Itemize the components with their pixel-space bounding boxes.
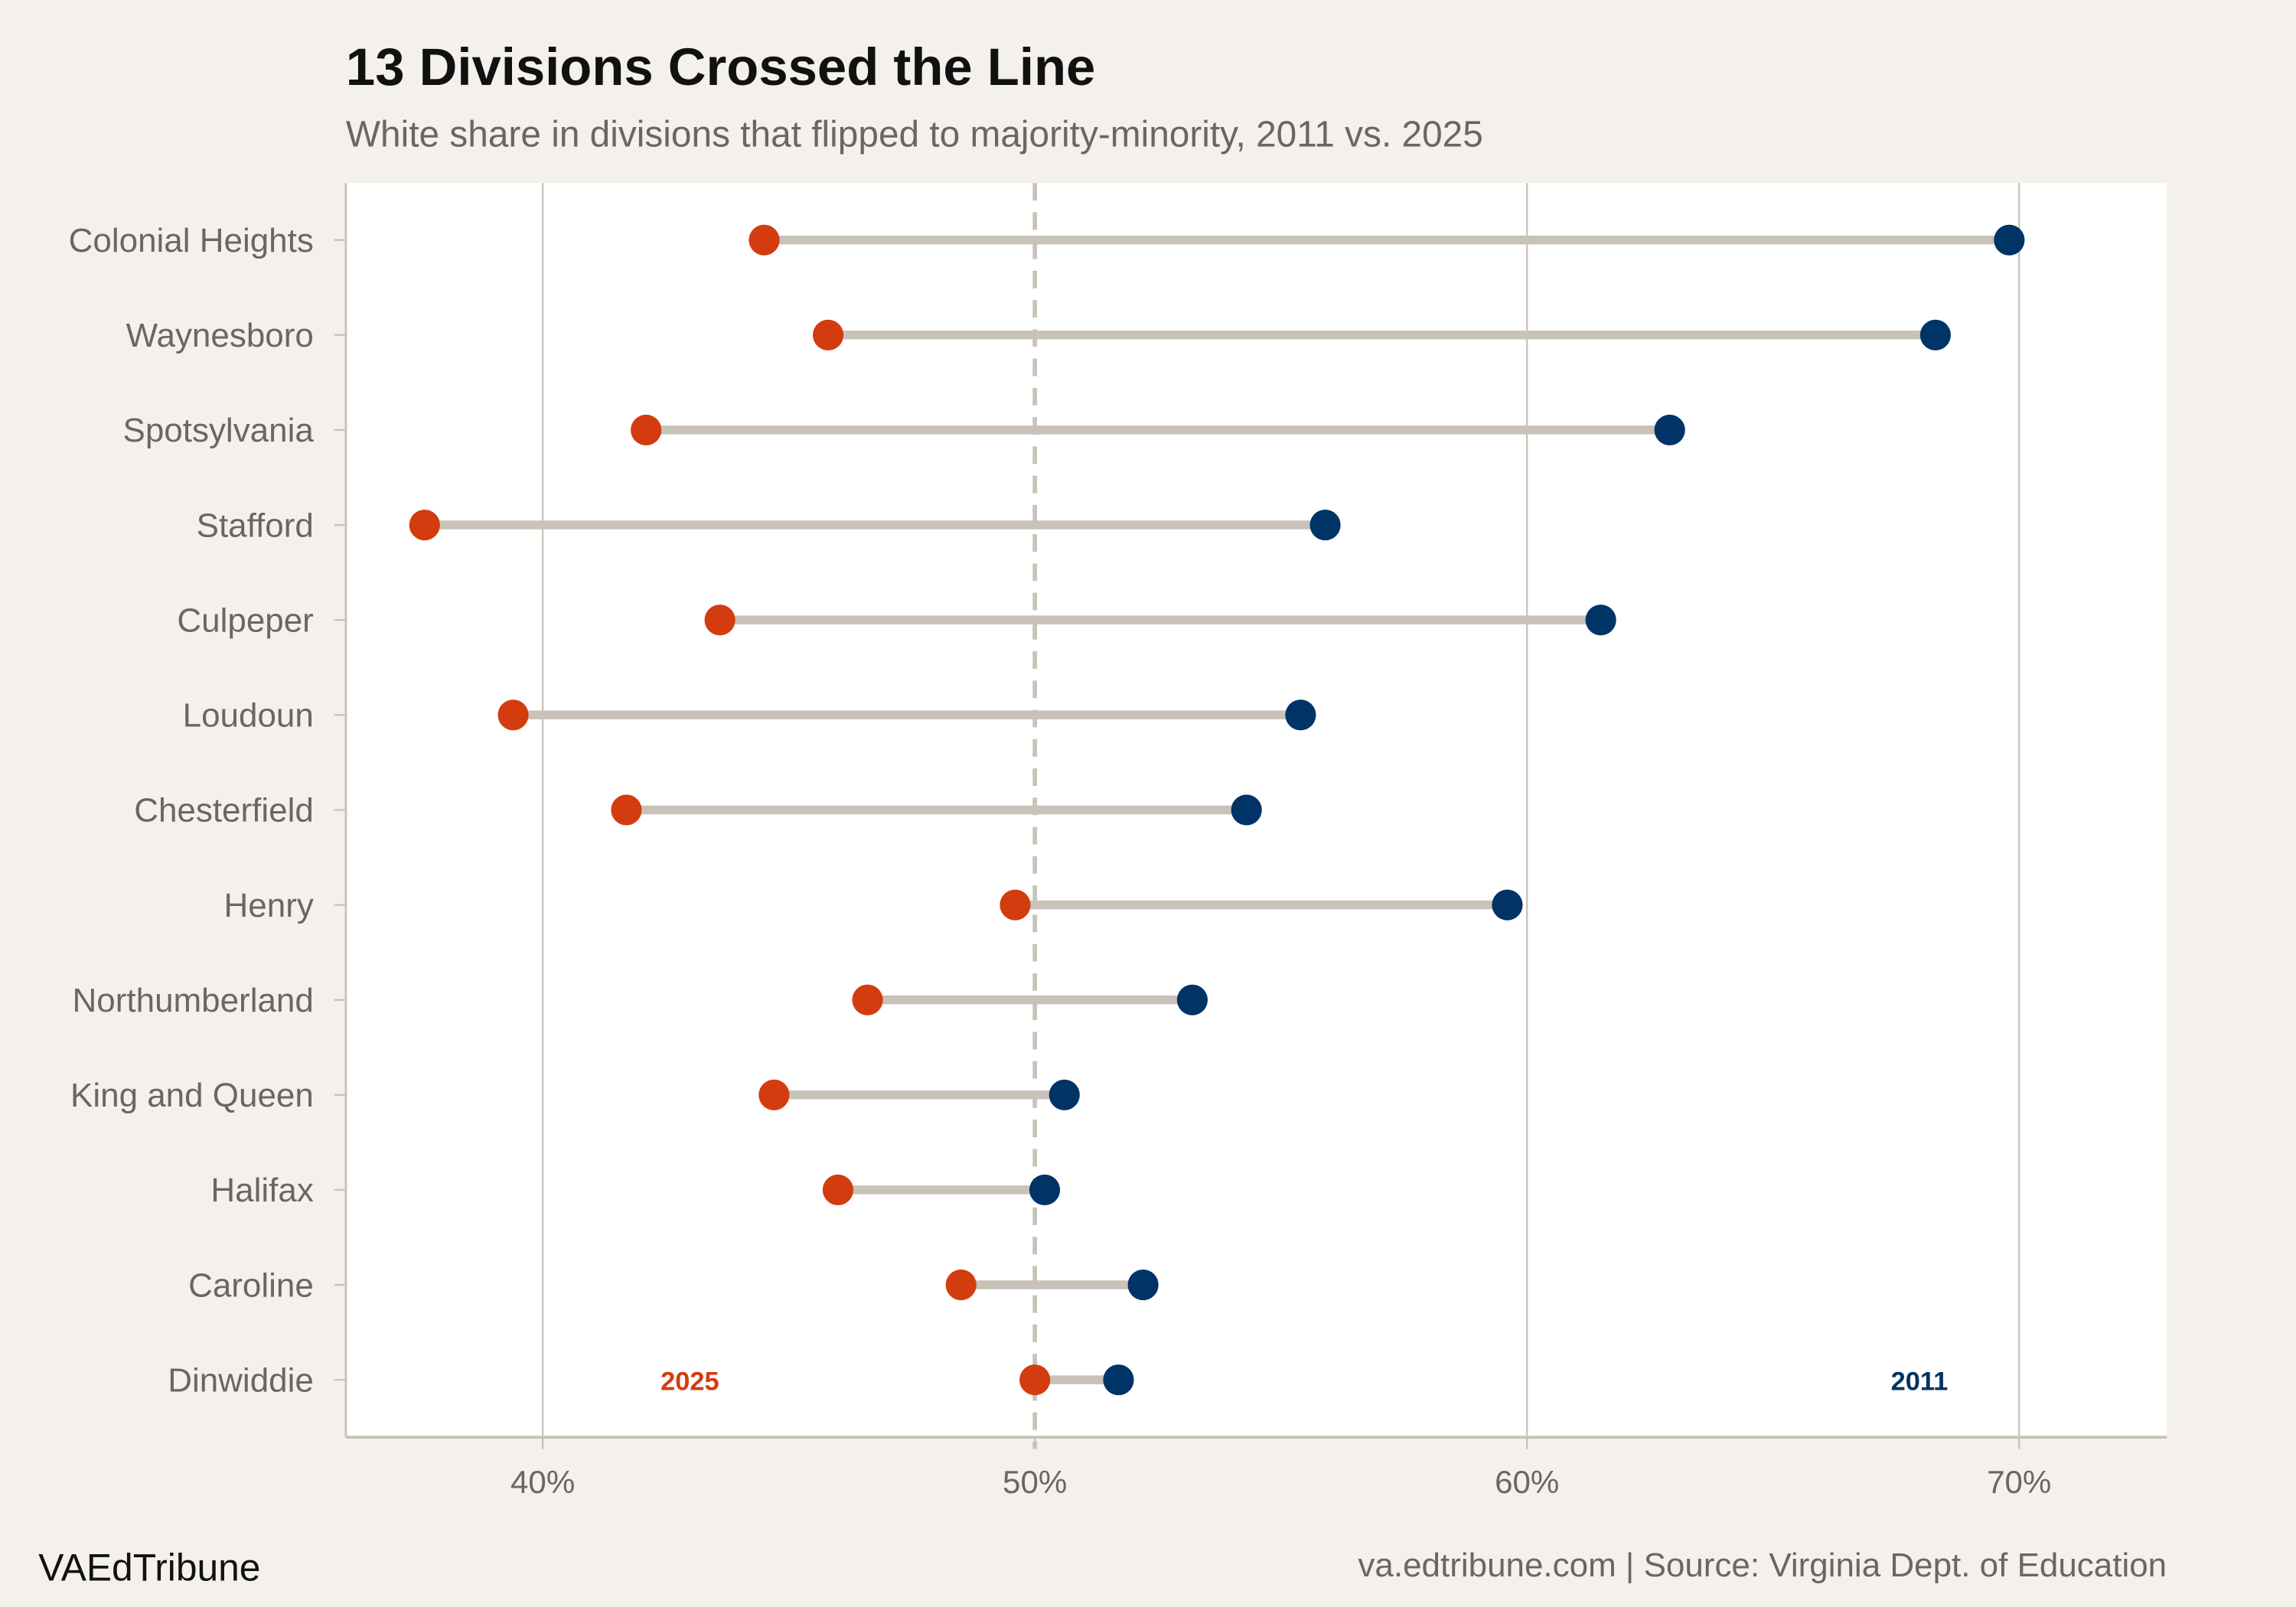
y-category-label: King and Queen xyxy=(70,1077,314,1114)
chart-subtitle: White share in divisions that flipped to… xyxy=(346,114,1483,155)
chart-title: 13 Divisions Crossed the Line xyxy=(346,37,1095,96)
x-tick-label: 40% xyxy=(510,1464,575,1500)
point-2025 xyxy=(1000,889,1031,921)
y-category-label: Spotsylvania xyxy=(123,412,315,449)
point-2011 xyxy=(1994,224,2025,256)
point-2011 xyxy=(1285,699,1316,731)
point-2011 xyxy=(1919,319,1952,350)
y-category-label: Stafford xyxy=(197,507,314,544)
point-2025 xyxy=(945,1269,977,1301)
y-category-label: Northumberland xyxy=(73,982,314,1019)
point-2025 xyxy=(758,1079,790,1110)
y-category-label: Waynesboro xyxy=(126,317,314,354)
point-2011 xyxy=(1103,1364,1134,1396)
y-category-label: Halifax xyxy=(210,1172,313,1209)
y-category-label: Culpeper xyxy=(177,601,313,639)
point-2011 xyxy=(1654,414,1685,445)
point-2025 xyxy=(813,319,844,350)
point-2025 xyxy=(1019,1364,1051,1396)
point-2025 xyxy=(704,605,735,636)
y-category-label: Caroline xyxy=(188,1266,314,1304)
y-category-label: Colonial Heights xyxy=(69,222,314,259)
point-2011 xyxy=(1231,794,1262,826)
point-2025 xyxy=(631,414,662,445)
y-category-label: Dinwiddie xyxy=(168,1361,314,1399)
y-category-label: Henry xyxy=(224,887,314,924)
point-2025 xyxy=(409,509,440,541)
x-tick-label: 70% xyxy=(1987,1464,2051,1500)
point-2025 xyxy=(822,1174,854,1205)
point-2011 xyxy=(1585,605,1616,636)
brand-logo: VAEdTribune xyxy=(38,1547,260,1589)
point-2025 xyxy=(497,699,529,731)
point-2025 xyxy=(611,794,642,826)
point-2011 xyxy=(1029,1174,1061,1205)
source-note: va.edtribune.com | Source: Virginia Dept… xyxy=(1358,1547,2167,1584)
x-tick-label: 50% xyxy=(1003,1464,1067,1500)
point-2011 xyxy=(1127,1269,1159,1301)
point-2011 xyxy=(1049,1079,1080,1110)
legend-2011: 2011 xyxy=(1891,1367,1949,1397)
legend-2025: 2025 xyxy=(660,1367,719,1397)
point-2011 xyxy=(1309,509,1341,541)
point-2011 xyxy=(1176,984,1208,1015)
point-2025 xyxy=(748,224,780,256)
point-2025 xyxy=(852,984,883,1015)
x-tick-label: 60% xyxy=(1495,1464,1559,1500)
y-category-label: Chesterfield xyxy=(134,792,314,830)
y-category-label: Loudoun xyxy=(183,697,314,735)
point-2011 xyxy=(1492,889,1523,921)
